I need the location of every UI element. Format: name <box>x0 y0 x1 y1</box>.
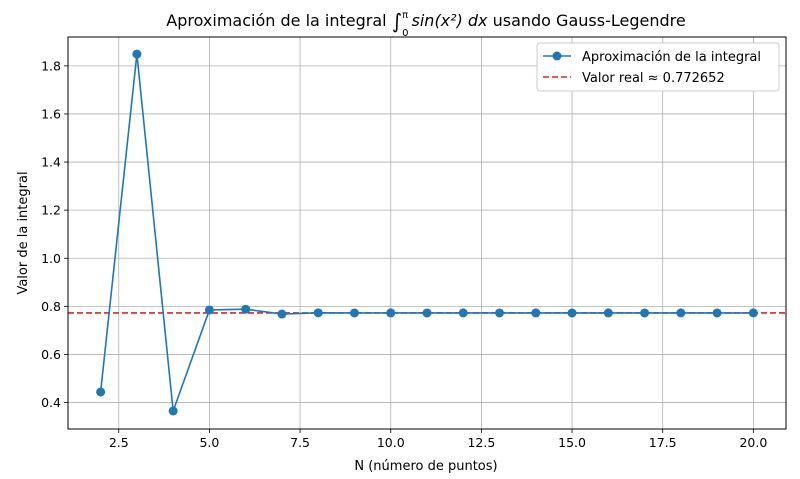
data-point <box>567 308 577 318</box>
y-tick-label: 0.8 <box>41 299 61 314</box>
series-layer <box>96 49 758 416</box>
data-point <box>204 305 214 315</box>
data-point <box>241 304 251 314</box>
data-point <box>168 406 178 416</box>
data-point <box>96 387 106 397</box>
data-point <box>640 308 650 318</box>
x-tick-label: 12.5 <box>467 435 495 450</box>
y-tick-label: 0.4 <box>41 395 61 410</box>
x-tick-label: 20.0 <box>739 435 767 450</box>
legend-reference-label: Valor real ≈ 0.772652 <box>582 71 725 86</box>
legend-box <box>536 42 780 92</box>
data-point <box>386 308 396 318</box>
x-tick-label: 5.0 <box>199 435 219 450</box>
data-point <box>349 308 359 318</box>
grid <box>68 37 786 429</box>
x-tick-label: 10.0 <box>377 435 405 450</box>
x-axis-ticks: 2.5 5.0 7.5 10.0 12.5 15.0 17.5 20.0 <box>109 429 767 450</box>
chart-title: Aproximación de la integral ∫π 0sin(x²) d… <box>166 9 685 39</box>
y-tick-label: 1.8 <box>41 58 61 73</box>
y-axis-label: Valor de la integral <box>16 171 31 294</box>
data-point <box>313 308 323 318</box>
data-point <box>748 308 758 318</box>
y-axis-ticks: 0.4 0.6 0.8 1.0 1.2 1.4 1.6 1.8 <box>41 58 68 410</box>
data-point <box>277 309 287 319</box>
y-tick-label: 1.4 <box>41 155 61 170</box>
data-point <box>422 308 432 318</box>
series-line <box>99 53 754 412</box>
data-point <box>531 308 541 318</box>
x-tick-label: 15.0 <box>558 435 586 450</box>
x-tick-label: 2.5 <box>109 435 129 450</box>
y-tick-label: 1.2 <box>41 203 61 218</box>
legend-series-label: Aproximación de la integral <box>582 50 761 65</box>
x-axis-label: N (número de puntos) <box>354 459 497 474</box>
y-tick-label: 1.6 <box>41 106 61 121</box>
plot-frame <box>67 36 787 430</box>
data-point <box>132 49 142 59</box>
data-point <box>495 308 505 318</box>
data-point <box>458 308 468 318</box>
data-point <box>603 308 613 318</box>
y-tick-label: 0.6 <box>41 347 61 362</box>
x-tick-label: 7.5 <box>290 435 310 450</box>
data-point <box>676 308 686 318</box>
legend-series-marker <box>552 51 562 61</box>
data-point <box>712 308 722 318</box>
legend: Aproximación de la integral Valor real ≈… <box>536 42 780 92</box>
y-tick-label: 1.0 <box>41 251 61 266</box>
x-tick-label: 17.5 <box>649 435 677 450</box>
integral-sign: ∫ <box>392 9 402 33</box>
